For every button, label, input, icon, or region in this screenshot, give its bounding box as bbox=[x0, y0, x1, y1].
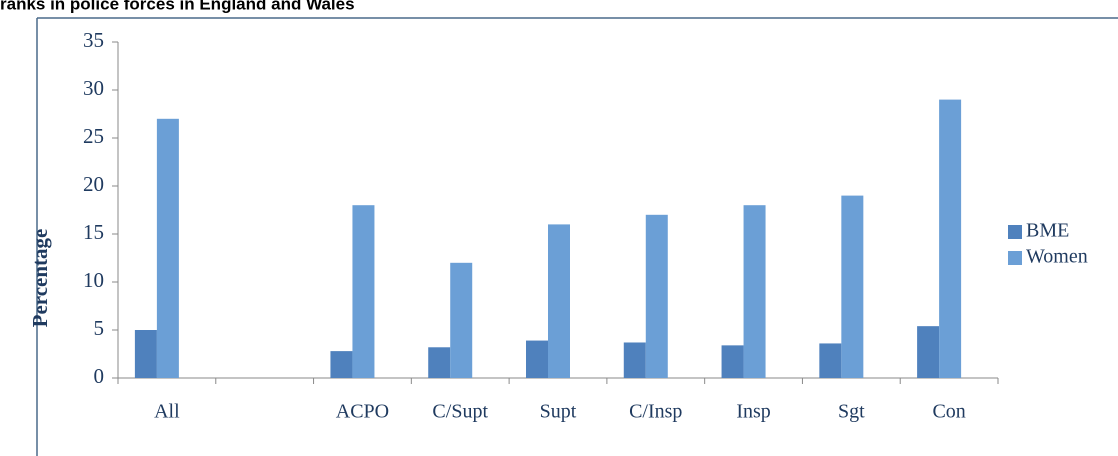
bar bbox=[743, 205, 766, 378]
legend-label: Women bbox=[1026, 246, 1088, 268]
bar bbox=[548, 224, 570, 378]
legend-swatch bbox=[1008, 225, 1022, 239]
bar bbox=[645, 214, 668, 378]
bar bbox=[526, 340, 548, 378]
bar bbox=[352, 205, 375, 378]
y-tick-label: 30 bbox=[83, 76, 104, 100]
y-axis-label: Percentage bbox=[28, 229, 52, 328]
y-tick-label: 35 bbox=[83, 28, 104, 52]
x-tick-label: Sgt bbox=[838, 401, 865, 423]
y-tick-label: 0 bbox=[94, 364, 105, 388]
x-tick-label: ACPO bbox=[336, 401, 389, 423]
legend-swatch bbox=[1008, 251, 1022, 265]
chart-title: ranks in police forces in England and Wa… bbox=[0, 0, 355, 13]
x-tick-label: C/Supt bbox=[432, 401, 488, 423]
x-tick-label: Con bbox=[932, 401, 965, 423]
bar bbox=[841, 195, 864, 378]
bar bbox=[939, 99, 962, 378]
y-tick-label: 25 bbox=[83, 124, 104, 148]
legend-label: BME bbox=[1026, 220, 1069, 242]
bar bbox=[917, 326, 940, 378]
bar bbox=[623, 342, 646, 378]
x-tick-label: All bbox=[154, 401, 180, 423]
bar bbox=[819, 343, 842, 378]
y-tick-label: 5 bbox=[94, 316, 105, 340]
bar bbox=[721, 345, 744, 378]
bar bbox=[330, 351, 353, 378]
bar bbox=[428, 347, 451, 378]
y-tick-label: 15 bbox=[83, 220, 104, 244]
bar bbox=[134, 330, 157, 378]
bar bbox=[156, 118, 179, 379]
y-tick-label: 10 bbox=[83, 268, 104, 292]
x-tick-label: C/Insp bbox=[629, 401, 682, 423]
bar bbox=[450, 262, 473, 378]
x-tick-label: Insp bbox=[736, 401, 770, 423]
x-tick-label: Supt bbox=[540, 401, 577, 423]
y-tick-label: 20 bbox=[83, 172, 104, 196]
